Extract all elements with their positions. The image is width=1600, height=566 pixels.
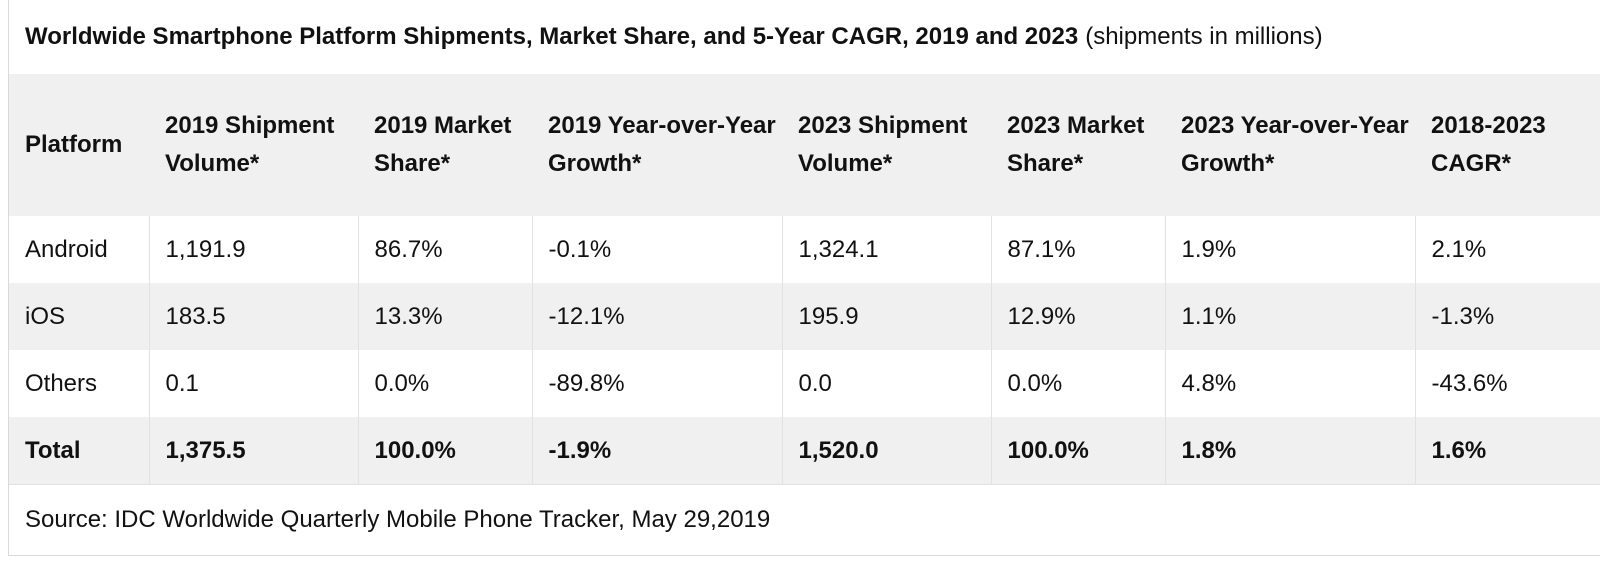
table-cell: 2.1% — [1414, 216, 1600, 283]
table-cell: 1.6% — [1414, 417, 1600, 484]
table-cell: 1,520.0 — [781, 417, 991, 484]
table-cell: 0.1 — [148, 350, 358, 417]
table-cell: -1.9% — [531, 417, 782, 484]
table-cell: 1.1% — [1164, 283, 1415, 350]
header-2023-market-share: 2023 Market Share* — [991, 74, 1165, 216]
table-title-main: Worldwide Smartphone Platform Shipments,… — [25, 23, 1079, 50]
table-cell: -43.6% — [1414, 350, 1600, 417]
table-cell: 1,324.1 — [781, 216, 991, 283]
table-title: Worldwide Smartphone Platform Shipments,… — [9, 0, 1600, 74]
table-cell: 183.5 — [148, 283, 358, 350]
table-cell: 0.0% — [357, 350, 532, 417]
table-title-units: (shipments in millions) — [1085, 23, 1323, 50]
header-2019-shipment-volume: 2019 Shipment Volume* — [149, 74, 358, 216]
table-cell: 87.1% — [990, 216, 1165, 283]
table-cell: 195.9 — [781, 283, 991, 350]
table-row-ios: iOS 183.5 13.3% -12.1% 195.9 12.9% 1.1% … — [9, 283, 1600, 350]
table-cell: 0.0 — [781, 350, 991, 417]
table-header-row: Platform 2019 Shipment Volume* 2019 Mark… — [9, 74, 1600, 216]
table-cell: iOS — [9, 283, 149, 350]
table-cell: 12.9% — [990, 283, 1165, 350]
table-cell: 1.8% — [1164, 417, 1415, 484]
table-cell: -0.1% — [531, 216, 782, 283]
table-row-android: Android 1,191.9 86.7% -0.1% 1,324.1 87.1… — [9, 216, 1600, 283]
table-row-others: Others 0.1 0.0% -89.8% 0.0 0.0% 4.8% -43… — [9, 350, 1600, 417]
header-2023-yoy-growth: 2023 Year-over-Year Growth* — [1165, 74, 1415, 216]
table-cell: Others — [9, 350, 149, 417]
table-cell: 100.0% — [357, 417, 532, 484]
header-cagr: 2018-2023 CAGR* — [1415, 74, 1600, 216]
table-cell: 100.0% — [990, 417, 1165, 484]
table-cell: -1.3% — [1414, 283, 1600, 350]
table-cell: 4.8% — [1164, 350, 1415, 417]
table-cell: 13.3% — [357, 283, 532, 350]
table-cell: 1.9% — [1164, 216, 1415, 283]
header-platform: Platform — [9, 74, 149, 216]
shipments-table: Platform 2019 Shipment Volume* 2019 Mark… — [9, 74, 1600, 484]
header-2023-shipment-volume: 2023 Shipment Volume* — [782, 74, 991, 216]
table-cell: 1,375.5 — [148, 417, 358, 484]
table-cell: 1,191.9 — [148, 216, 358, 283]
table-cell: -12.1% — [531, 283, 782, 350]
header-2019-yoy-growth: 2019 Year-over-Year Growth* — [532, 74, 782, 216]
table-cell: Total — [9, 417, 149, 484]
table-cell: Android — [9, 216, 149, 283]
table-cell: 0.0% — [990, 350, 1165, 417]
header-2019-market-share: 2019 Market Share* — [358, 74, 532, 216]
table-cell: -89.8% — [531, 350, 782, 417]
table-cell: 86.7% — [357, 216, 532, 283]
table-container: Worldwide Smartphone Platform Shipments,… — [8, 0, 1600, 556]
source-note: Source: IDC Worldwide Quarterly Mobile P… — [9, 484, 1600, 554]
table-row-total: Total 1,375.5 100.0% -1.9% 1,520.0 100.0… — [9, 417, 1600, 484]
